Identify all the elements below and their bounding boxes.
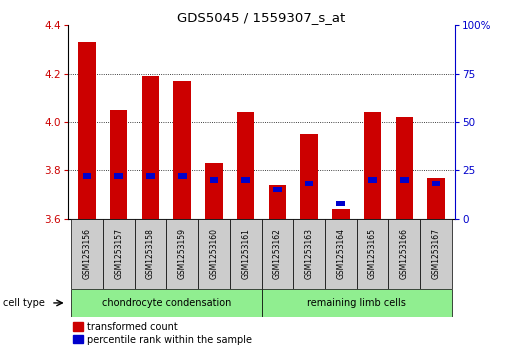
Bar <box>427 178 445 219</box>
Bar <box>198 219 230 289</box>
Bar <box>83 174 92 179</box>
Bar <box>262 289 452 317</box>
Text: GSM1253162: GSM1253162 <box>273 228 282 279</box>
Legend: transformed count, percentile rank within the sample: transformed count, percentile rank withi… <box>73 322 253 345</box>
Text: cell type: cell type <box>4 298 46 308</box>
Bar <box>262 219 293 289</box>
Bar <box>230 219 262 289</box>
Text: GSM1253161: GSM1253161 <box>241 228 250 279</box>
Bar <box>431 181 440 187</box>
Bar <box>420 219 452 289</box>
Bar <box>293 219 325 289</box>
Text: chondrocyte condensation: chondrocyte condensation <box>101 298 231 308</box>
Bar <box>332 209 349 219</box>
Bar <box>336 200 345 206</box>
Bar <box>237 113 254 219</box>
Text: GSM1253156: GSM1253156 <box>83 228 92 279</box>
Text: GSM1253164: GSM1253164 <box>336 228 345 279</box>
Title: GDS5045 / 1559307_s_at: GDS5045 / 1559307_s_at <box>177 11 346 24</box>
Bar <box>368 177 377 183</box>
Bar <box>210 177 218 183</box>
Bar <box>325 219 357 289</box>
Bar <box>205 163 223 219</box>
Bar <box>389 219 420 289</box>
Bar <box>166 219 198 289</box>
Bar <box>269 185 286 219</box>
Bar <box>142 76 159 219</box>
Bar <box>115 174 123 179</box>
Bar <box>71 289 262 317</box>
Bar <box>357 219 389 289</box>
Text: GSM1253157: GSM1253157 <box>114 228 123 279</box>
Text: GSM1253158: GSM1253158 <box>146 228 155 279</box>
Bar <box>146 174 155 179</box>
Text: GSM1253160: GSM1253160 <box>209 228 219 279</box>
Bar <box>300 134 318 219</box>
Bar <box>178 174 187 179</box>
Text: GSM1253167: GSM1253167 <box>431 228 440 279</box>
Bar <box>78 42 96 219</box>
Bar <box>174 81 191 219</box>
Bar <box>395 117 413 219</box>
Bar <box>364 113 381 219</box>
Bar <box>241 177 250 183</box>
Bar <box>71 219 103 289</box>
Bar <box>103 219 134 289</box>
Bar <box>134 219 166 289</box>
Text: GSM1253166: GSM1253166 <box>400 228 409 279</box>
Bar <box>305 181 313 187</box>
Text: GSM1253159: GSM1253159 <box>178 228 187 279</box>
Bar <box>273 187 282 192</box>
Text: GSM1253163: GSM1253163 <box>304 228 314 279</box>
Text: remaining limb cells: remaining limb cells <box>307 298 406 308</box>
Bar <box>400 177 408 183</box>
Bar <box>110 110 128 219</box>
Text: GSM1253165: GSM1253165 <box>368 228 377 279</box>
